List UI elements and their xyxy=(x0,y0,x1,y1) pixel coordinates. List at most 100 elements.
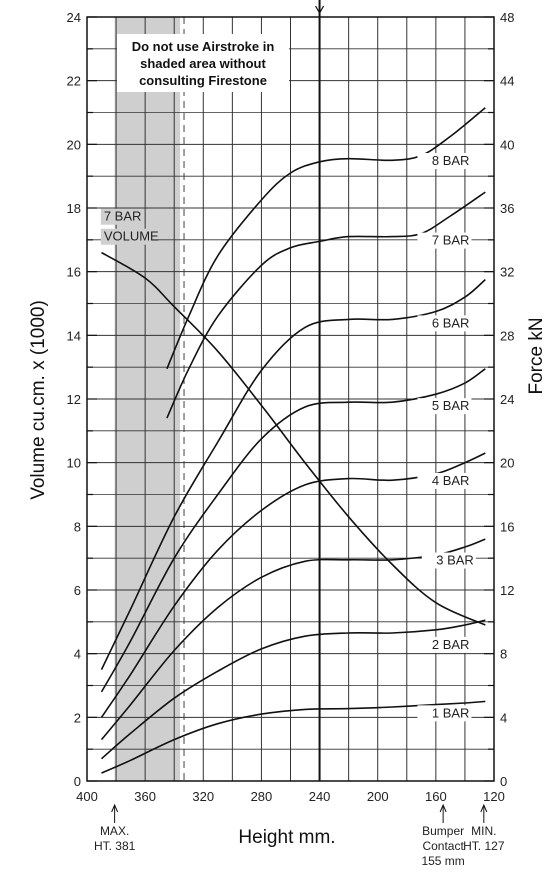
data-point-2-bar xyxy=(348,632,349,633)
data-point-7-bar-volume xyxy=(101,252,102,253)
y-right-tick-label: 44 xyxy=(500,74,514,89)
data-point-6-bar xyxy=(485,279,486,280)
data-point-4-bar xyxy=(485,453,486,454)
data-point-1-bar xyxy=(101,772,102,773)
x-tick-label: 240 xyxy=(309,789,331,804)
y-right-tick-label: 16 xyxy=(500,519,514,534)
series-label-7-bar-volume: 7 BAR xyxy=(104,209,142,224)
y-right-tick-label: 12 xyxy=(500,583,514,598)
data-point-7-bar xyxy=(485,191,486,192)
y-right-tick-label: 48 xyxy=(500,10,514,25)
data-point-5-bar xyxy=(485,368,486,369)
y-left-tick-label: 4 xyxy=(74,647,81,662)
data-point-5-bar xyxy=(217,494,218,495)
y-axis-right-title: Force kN xyxy=(526,317,547,394)
series-line-8-bar xyxy=(166,107,486,370)
data-point-3-bar xyxy=(174,650,175,651)
data-point-4-bar xyxy=(130,674,131,675)
data-point-5-bar xyxy=(392,402,393,403)
data-point-3-bar xyxy=(217,607,218,608)
data-point-6-bar xyxy=(261,370,262,371)
data-point-2-bar xyxy=(174,698,175,699)
data-point-3-bar xyxy=(485,538,486,539)
data-point-7-bar-volume xyxy=(392,564,393,565)
data-point-8-bar xyxy=(188,316,189,317)
data-point-1-bar xyxy=(348,708,349,709)
series-label-backing xyxy=(417,398,472,415)
x-tick-label: 360 xyxy=(134,789,156,804)
x-tick-label: 120 xyxy=(483,789,505,804)
series-line-2-bar xyxy=(100,619,486,760)
data-point-5-bar xyxy=(435,394,436,395)
series-label-backing xyxy=(417,636,472,653)
data-point-2-bar xyxy=(435,629,436,630)
data-point-8-bar xyxy=(319,161,320,162)
note-line: Do not use Airstroke in xyxy=(132,39,275,54)
series-label-backing xyxy=(417,705,472,722)
data-point-7-bar-volume xyxy=(174,306,175,307)
data-point-7-bar xyxy=(392,236,393,237)
data-point-7-bar xyxy=(166,418,167,419)
data-point-8-bar xyxy=(485,107,486,108)
height-marker-label: MAX. xyxy=(100,824,129,838)
series-line-5-bar xyxy=(100,368,486,693)
data-point-2-bar xyxy=(261,648,262,649)
data-point-3-bar xyxy=(130,704,131,705)
series-labels: 1 BAR 2 BAR 3 BAR 4 BAR 5 BAR 6 BAR 7 BAR 8 BAR… xyxy=(100,153,476,722)
height-marker-label: MIN. xyxy=(471,824,496,838)
data-point-1-bar xyxy=(304,709,305,710)
data-point-1-bar xyxy=(174,739,175,740)
y-left-tick-label: 16 xyxy=(67,265,81,280)
data-point-7-bar xyxy=(319,241,320,242)
series-label-7-bar: 7 BAR xyxy=(432,233,470,248)
data-point-3-bar xyxy=(101,739,102,740)
series-line-7-bar-volume xyxy=(101,251,486,626)
series-line-1-bar xyxy=(101,700,486,774)
series-label-6-bar: 6 BAR xyxy=(432,315,470,330)
series-label-backing xyxy=(100,208,145,225)
data-point-2-bar xyxy=(464,624,465,625)
series-label-4-bar: 4 BAR xyxy=(432,473,470,488)
data-point-6-bar xyxy=(101,669,102,670)
shaded-area-note: Do not use Airstroke in shaded area witho… xyxy=(117,34,289,92)
height-marker-label: Contact xyxy=(422,839,464,853)
data-point-4-bar xyxy=(174,605,175,606)
data-point-4-bar xyxy=(464,462,465,463)
data-point-8-bar xyxy=(392,160,393,161)
x-tick-label: 400 xyxy=(76,789,98,804)
data-point-4-bar xyxy=(392,480,393,481)
data-point-5-bar xyxy=(304,406,305,407)
marker-arrow-head xyxy=(111,803,119,813)
data-point-3-bar xyxy=(261,577,262,578)
data-point-3-bar xyxy=(392,559,393,560)
marker-arrow-head xyxy=(439,803,447,813)
y-left-tick-label: 20 xyxy=(67,137,81,152)
data-point-5-bar xyxy=(130,640,131,641)
data-point-7-bar xyxy=(348,236,349,237)
y-left-tick-label: 22 xyxy=(67,74,81,89)
y-left-tick-label: 24 xyxy=(67,10,81,25)
data-point-8-bar xyxy=(348,158,349,159)
data-point-7-bar xyxy=(217,316,218,317)
data-point-7-bar-volume xyxy=(435,602,436,603)
data-point-7-bar-volume xyxy=(145,277,146,278)
y-left-tick-label: 6 xyxy=(74,583,81,598)
data-point-2-bar xyxy=(304,636,305,637)
data-point-4-bar xyxy=(101,717,102,718)
data-point-2-bar xyxy=(101,758,102,759)
series-label-backing xyxy=(421,552,476,569)
data-point-1-bar xyxy=(217,723,218,724)
data-point-4-bar xyxy=(304,484,305,485)
data-point-3-bar xyxy=(304,561,305,562)
data-point-7-bar-volume xyxy=(304,462,305,463)
y-right-tick-label: 32 xyxy=(500,265,514,280)
data-point-8-bar xyxy=(450,136,451,137)
y-right-tick-label: 20 xyxy=(500,456,514,471)
series-label-backing xyxy=(417,315,472,332)
data-point-2-bar xyxy=(130,733,131,734)
data-point-2-bar xyxy=(485,620,486,621)
data-point-1-bar xyxy=(130,760,131,761)
x-axis-title: Height mm. xyxy=(238,827,335,848)
data-point-4-bar xyxy=(348,478,349,479)
